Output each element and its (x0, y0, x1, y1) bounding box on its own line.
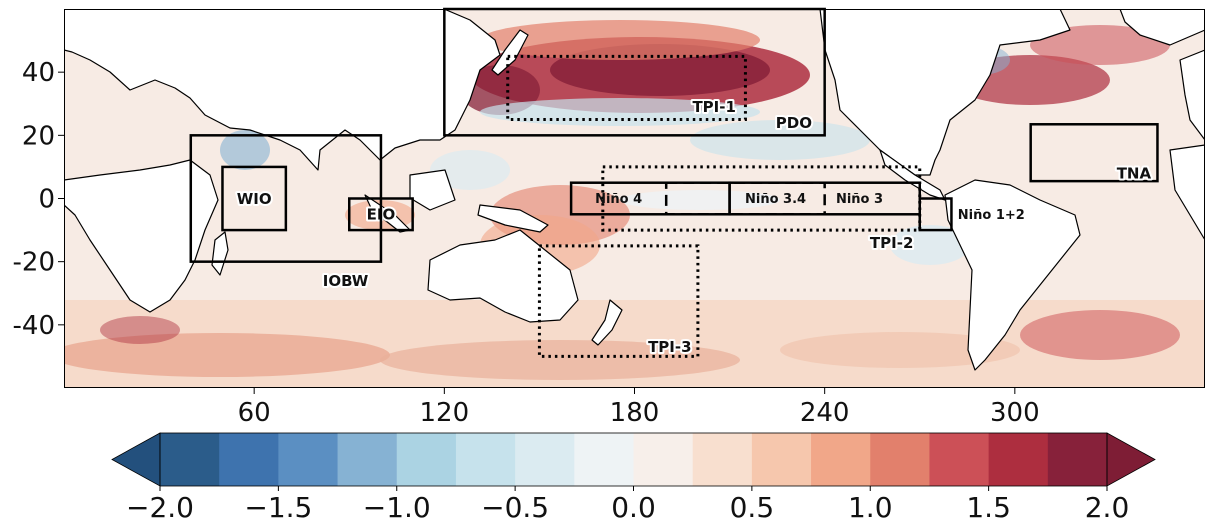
colorbar-segment (337, 433, 398, 486)
region-boxes: PDO TPI-1 TPI-2 TPI-3 Niño 4 Niño 3.4 Niño 3 Ni… (189, 7, 1159, 358)
greenland-land (1119, 9, 1205, 46)
region-label-tna: TNA (1117, 164, 1152, 182)
colorbar-tick-label: −1.0 (363, 491, 431, 524)
region-box-tpi2 (601, 165, 922, 232)
colorbar: −2.0 −1.5 −1.0 −0.5 0.0 0.5 1.0 1.5 2.0 (111, 432, 1156, 524)
y-tick-label: 20 (22, 121, 55, 151)
region-box-wio (221, 165, 288, 232)
y-tick-label: -20 (13, 248, 55, 278)
south-america-land (944, 179, 1081, 371)
colorbar-segment (396, 433, 457, 486)
region-box-nino12 (918, 197, 953, 232)
australia-land (427, 229, 579, 323)
colorbar-extend-low (111, 432, 161, 487)
latitude-axis: 40 20 0 -20 -40 (13, 58, 64, 341)
x-tick-label: 300 (990, 398, 1040, 428)
region-label-tpi3: TPI-3 (648, 338, 691, 356)
colorbar-segment (574, 433, 634, 486)
colorbar-segment (278, 433, 339, 486)
europe-east-edge-land (1179, 49, 1205, 141)
colorbar-segment (929, 433, 990, 486)
x-tick-label: 240 (800, 398, 850, 428)
map-panel: PDO TPI-1 TPI-2 TPI-3 Niño 4 Niño 3.4 Niño 3 Ni… (13, 7, 1205, 428)
region-label-tpi1: TPI-1 (692, 98, 735, 116)
region-box-tpi1 (506, 54, 747, 122)
region-label-pdo: PDO (776, 114, 812, 132)
colorbar-tick-label: 2.0 (1085, 491, 1130, 524)
colorbar-segment (811, 433, 871, 486)
africa-land (64, 159, 219, 313)
colorbar-segment (633, 433, 694, 486)
colorbar-segment (751, 433, 812, 486)
new-guinea-land (477, 204, 549, 233)
japan-land (491, 29, 529, 76)
colorbar-tick-label: 1.0 (848, 491, 893, 524)
colorbar-segment (870, 433, 930, 486)
x-tick-label: 120 (420, 398, 470, 428)
colorbar-tick-label: 0.5 (730, 491, 775, 524)
colorbar-tick-label: −2.0 (126, 491, 194, 524)
region-box-iobw (189, 134, 383, 263)
region-label-nino12: Niño 1+2 (958, 208, 1025, 223)
colorbar-segment (219, 433, 279, 486)
region-box-tna (1029, 123, 1159, 183)
colorbar-segment (692, 433, 753, 486)
y-tick-label: 0 (38, 185, 55, 215)
land-masses (64, 9, 1205, 371)
colorbar-segment (515, 433, 575, 486)
colorbar-tick-label: −1.5 (244, 491, 312, 524)
new-zealand-land (591, 299, 623, 346)
colorbar-segment (455, 433, 516, 486)
region-label-tpi2: TPI-2 (870, 234, 913, 252)
region-label-nino4: Niño 4 (595, 192, 642, 207)
region-label-nino3: Niño 3 (836, 192, 883, 207)
colorbar-extend-high (1106, 432, 1156, 487)
colorbar-tick-label: 1.5 (966, 491, 1011, 524)
region-box-tpi3 (537, 244, 700, 358)
region-label-wio: WIO (237, 190, 272, 208)
colorbar-tick-label: 0.0 (611, 491, 656, 524)
north-america-land (819, 9, 1071, 176)
africa-east-edge-land (1169, 144, 1205, 241)
x-tick-label: 180 (610, 398, 660, 428)
region-label-iobw: IOBW (323, 272, 369, 290)
colorbar-segment (988, 433, 1049, 486)
region-box-nino34 (664, 181, 826, 216)
eurasia-land (64, 9, 501, 171)
y-tick-label: -40 (13, 311, 55, 341)
region-box-pdo (443, 7, 826, 137)
y-tick-label: 40 (22, 58, 55, 88)
x-tick-label: 60 (238, 398, 271, 428)
colorbar-segment (160, 433, 220, 486)
longitude-axis: 60 120 180 240 300 (238, 388, 1040, 428)
colorbar-segment (1047, 433, 1108, 486)
colorbar-tick-label: −0.5 (481, 491, 549, 524)
region-label-nino34: Niño 3.4 (745, 192, 806, 207)
